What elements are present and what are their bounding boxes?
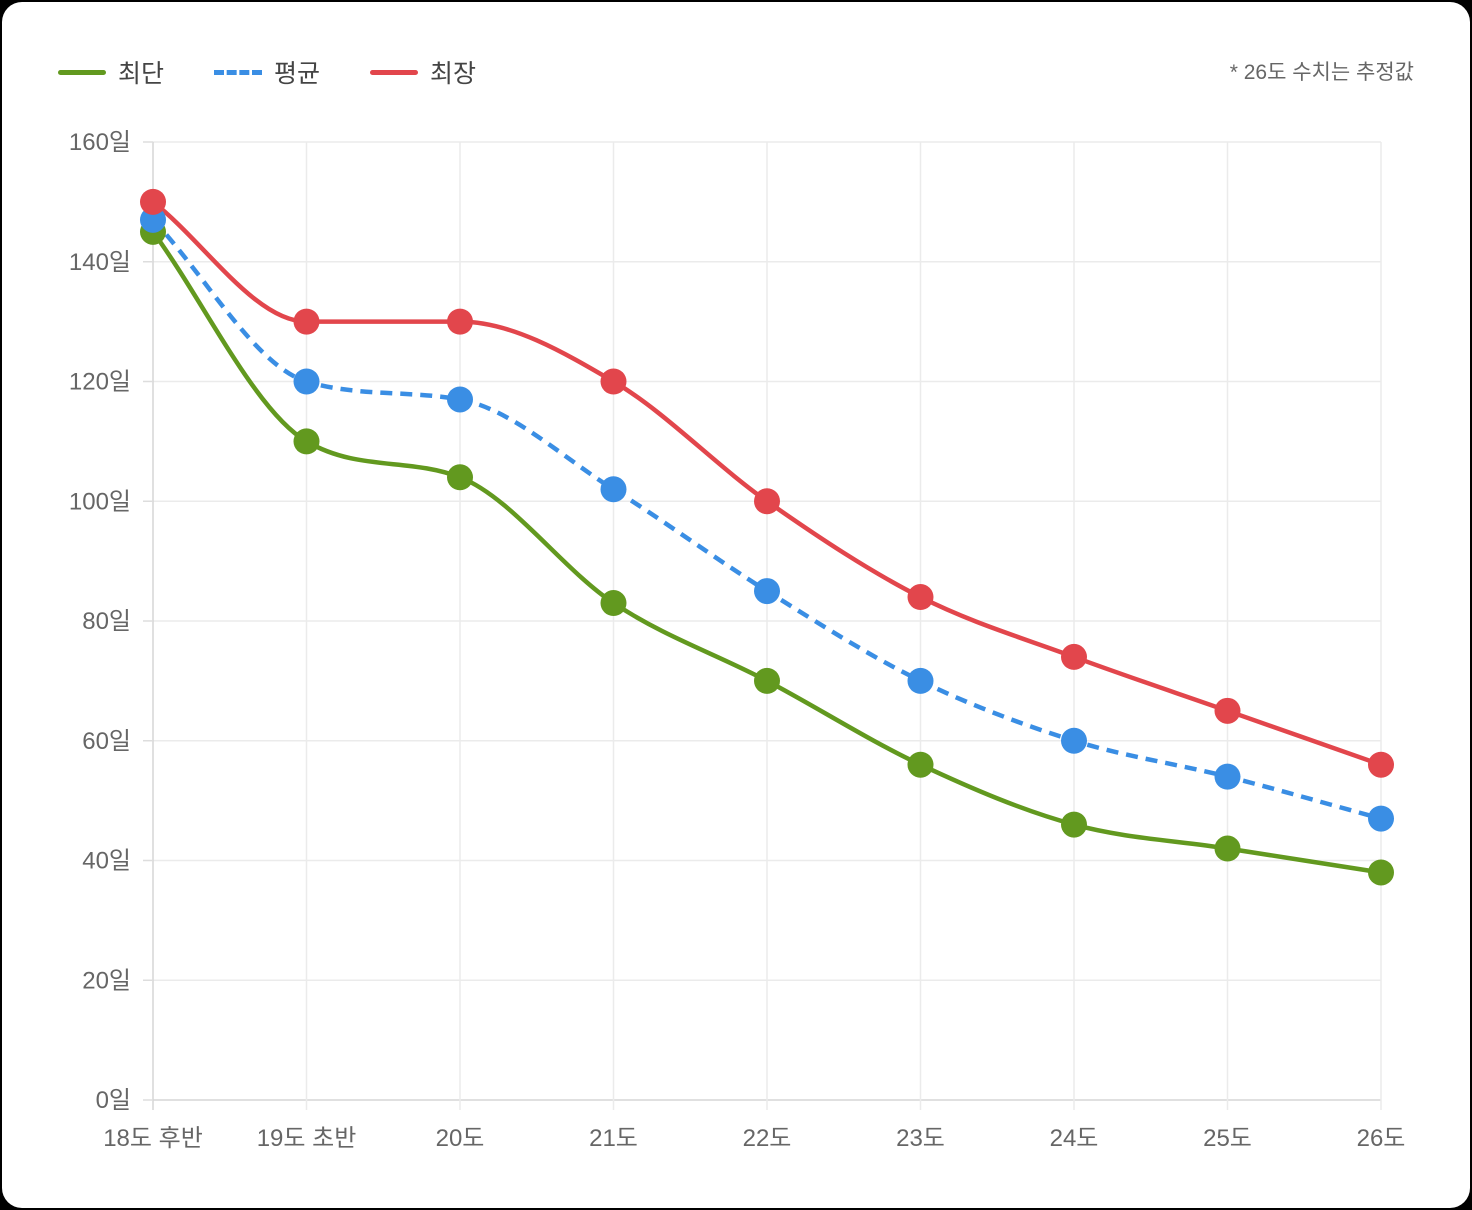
data-point-1-6[interactable] xyxy=(1061,727,1087,754)
data-point-1-7[interactable] xyxy=(1214,763,1241,790)
data-point-2-2[interactable] xyxy=(447,308,473,335)
data-point-1-2[interactable] xyxy=(447,386,473,413)
legend-label-shortest: 최단 xyxy=(118,60,165,88)
legend-swatch-average xyxy=(214,69,263,75)
data-point-0-1[interactable] xyxy=(293,428,320,455)
y-tick-label: 60일 xyxy=(82,728,131,755)
estimate-note: * 26도 수치는 추정값 xyxy=(1229,61,1414,84)
data-point-0-3[interactable] xyxy=(600,590,627,617)
legend-label-longest: 최장 xyxy=(430,60,477,88)
data-point-0-4[interactable] xyxy=(754,667,780,694)
x-tick-label: 26도 xyxy=(1357,1125,1406,1152)
data-point-0-8[interactable] xyxy=(1368,859,1394,886)
data-point-2-0[interactable] xyxy=(140,188,166,215)
x-tick-label: 24도 xyxy=(1050,1125,1099,1152)
data-point-0-5[interactable] xyxy=(907,751,934,778)
data-point-1-5[interactable] xyxy=(907,667,934,694)
legend-item-average[interactable]: 평균 xyxy=(214,54,320,90)
x-tick-label: 22도 xyxy=(743,1125,792,1152)
y-tick-label: 100일 xyxy=(69,488,131,515)
legend-swatch-longest xyxy=(370,69,419,75)
series-points xyxy=(140,188,1394,886)
data-point-2-5[interactable] xyxy=(907,584,934,611)
data-point-2-3[interactable] xyxy=(600,368,627,395)
data-point-2-1[interactable] xyxy=(293,308,320,335)
data-point-1-3[interactable] xyxy=(600,476,627,503)
data-point-1-1[interactable] xyxy=(293,368,320,395)
y-tick-label: 160일 xyxy=(69,129,131,156)
data-point-2-4[interactable] xyxy=(754,488,780,515)
y-tick-label: 140일 xyxy=(69,249,131,276)
x-tick-label: 21도 xyxy=(589,1125,638,1152)
legend: 최단 평균 최장 xyxy=(58,52,526,92)
x-tick-label: 18도 후반 xyxy=(103,1125,203,1152)
data-point-2-6[interactable] xyxy=(1061,643,1087,670)
legend-item-longest[interactable]: 최장 xyxy=(370,54,476,90)
data-point-1-8[interactable] xyxy=(1368,805,1394,832)
data-point-1-0[interactable] xyxy=(140,206,166,233)
data-point-2-7[interactable] xyxy=(1214,697,1241,724)
y-tick-label: 40일 xyxy=(82,848,131,875)
x-tick-label: 19도 초반 xyxy=(257,1125,357,1152)
y-tick-label: 0일 xyxy=(96,1087,131,1114)
y-tick-label: 80일 xyxy=(82,608,131,635)
legend-label-average: 평균 xyxy=(274,60,321,88)
y-tick-label: 120일 xyxy=(69,369,131,396)
y-tick-label: 20일 xyxy=(82,967,131,994)
data-point-0-7[interactable] xyxy=(1214,835,1241,862)
data-point-1-4[interactable] xyxy=(754,578,780,605)
data-point-2-8[interactable] xyxy=(1368,751,1394,778)
series-line-0 xyxy=(150,229,1384,875)
x-tick-label: 20도 xyxy=(436,1125,485,1152)
axes: 0일 20일 40일 60일 80일 100일 120일 140일 160일 18도 후반 19도 … xyxy=(69,129,1406,1152)
data-point-0-6[interactable] xyxy=(1061,811,1087,838)
legend-item-shortest[interactable]: 최단 xyxy=(58,54,164,90)
data-point-0-2[interactable] xyxy=(447,464,473,491)
grid xyxy=(152,141,1382,1110)
x-tick-label: 25도 xyxy=(1203,1125,1252,1152)
x-tick-label: 23도 xyxy=(896,1125,945,1152)
legend-swatch-shortest xyxy=(58,69,106,75)
